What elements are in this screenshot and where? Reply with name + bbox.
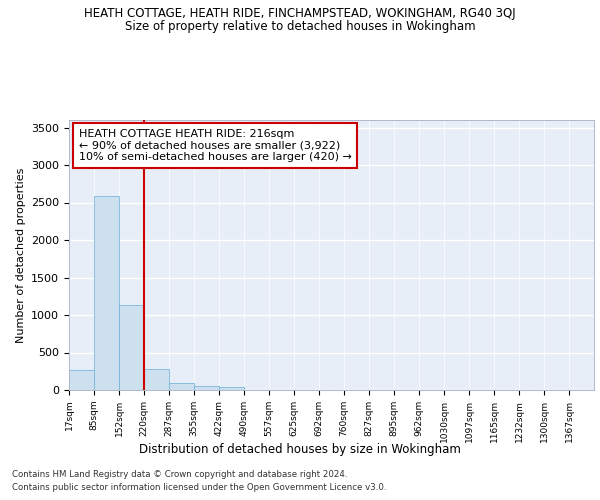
Bar bbox=[94, 196, 119, 390]
Text: Distribution of detached houses by size in Wokingham: Distribution of detached houses by size … bbox=[139, 442, 461, 456]
Text: Contains public sector information licensed under the Open Government Licence v3: Contains public sector information licen… bbox=[12, 482, 386, 492]
Bar bbox=[119, 305, 144, 390]
Bar bbox=[69, 370, 94, 390]
Bar bbox=[194, 386, 219, 390]
Bar bbox=[169, 383, 194, 390]
Text: Contains HM Land Registry data © Crown copyright and database right 2024.: Contains HM Land Registry data © Crown c… bbox=[12, 470, 347, 479]
Y-axis label: Number of detached properties: Number of detached properties bbox=[16, 168, 26, 342]
Bar bbox=[144, 369, 169, 390]
Bar bbox=[219, 387, 244, 390]
Text: HEATH COTTAGE HEATH RIDE: 216sqm
← 90% of detached houses are smaller (3,922)
10: HEATH COTTAGE HEATH RIDE: 216sqm ← 90% o… bbox=[79, 129, 352, 162]
Text: Size of property relative to detached houses in Wokingham: Size of property relative to detached ho… bbox=[125, 20, 475, 33]
Text: HEATH COTTAGE, HEATH RIDE, FINCHAMPSTEAD, WOKINGHAM, RG40 3QJ: HEATH COTTAGE, HEATH RIDE, FINCHAMPSTEAD… bbox=[84, 8, 516, 20]
